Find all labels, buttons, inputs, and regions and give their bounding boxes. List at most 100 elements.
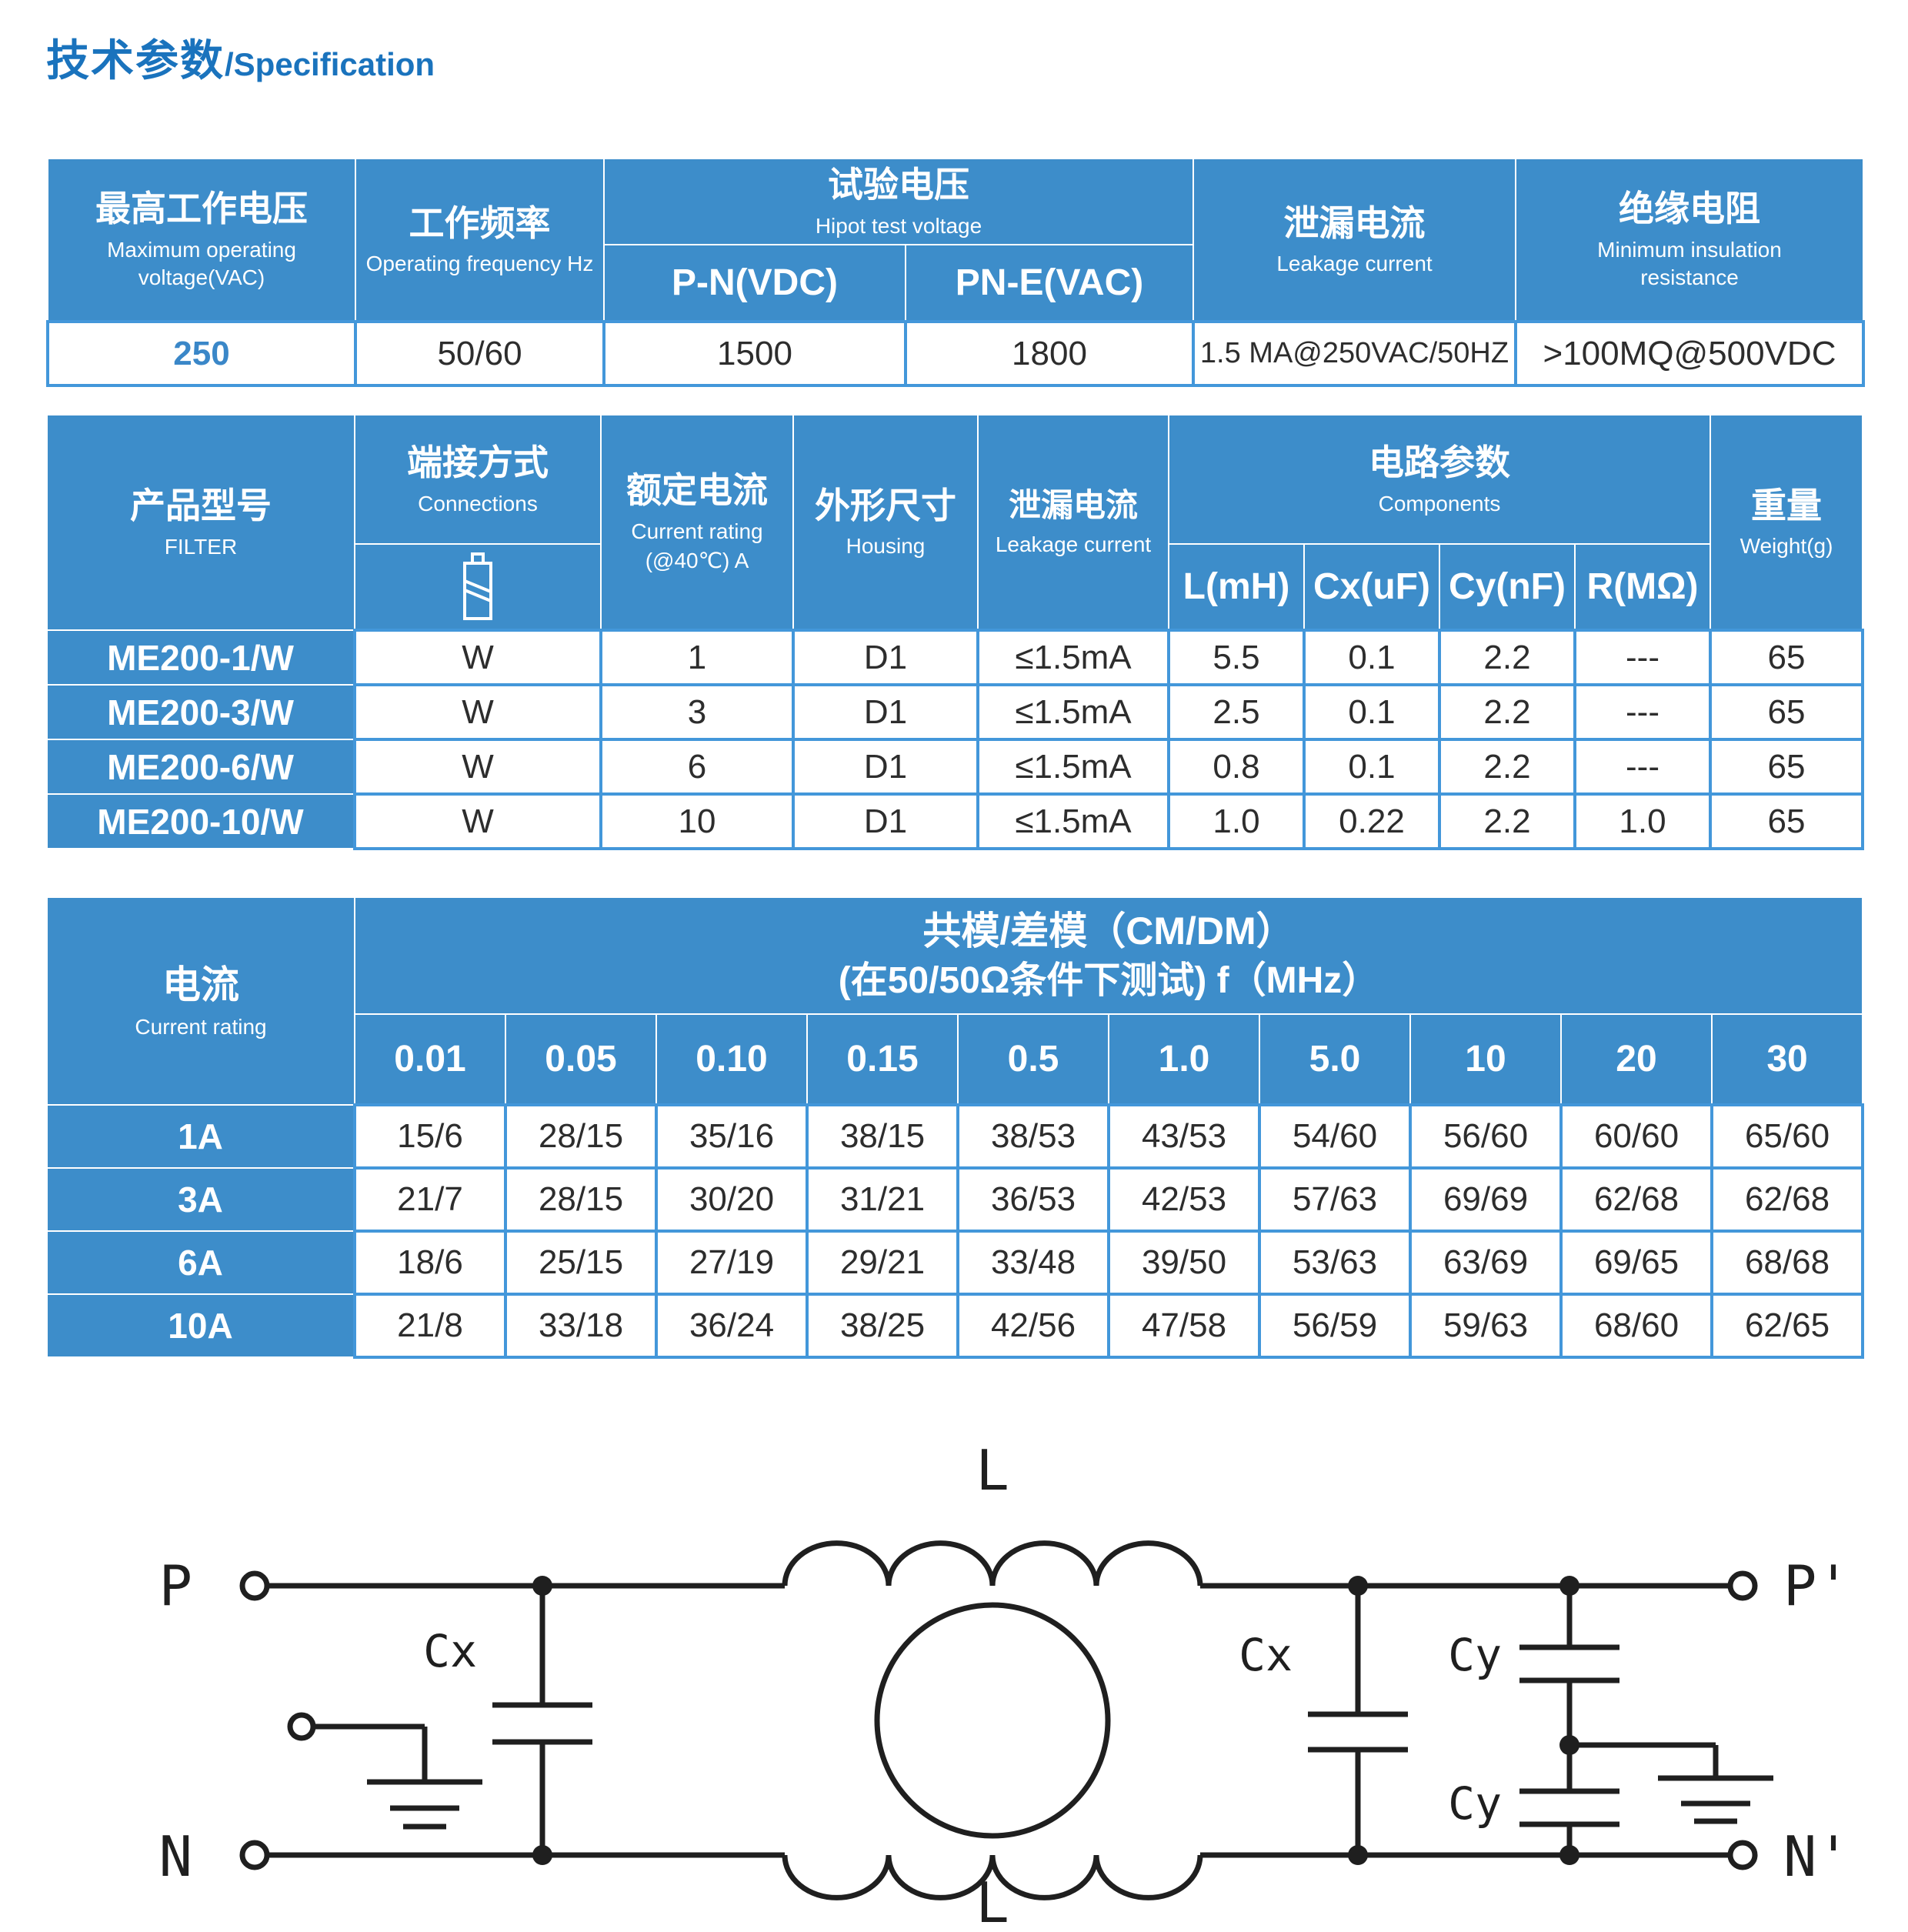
conn-cell: W [353,792,602,850]
value-pne-vac: 1800 [904,320,1195,387]
l-cell: 2.5 [1167,683,1306,741]
inductor-top-coil [782,1540,1203,1587]
atten-cell: 56/59 [1258,1293,1412,1359]
r-cell: --- [1573,629,1712,686]
atten-cell: 31/21 [806,1166,959,1233]
table-row: ME200-1/W W 1 D1 ≤1.5mA 5.5 0.1 2.2 --- … [46,629,1864,686]
cy-cell: 2.2 [1438,792,1576,850]
atten-cell: 62/65 [1710,1293,1865,1359]
terminal-p [239,1570,270,1601]
header-pn-vdc: P-N(VDC) [603,244,906,322]
current-label: 10A [46,1293,355,1358]
atten-cell: 54/60 [1258,1103,1412,1170]
freq-header-cell: 30 [1710,1013,1864,1106]
table-row: ME200-6/W W 6 D1 ≤1.5mA 0.8 0.1 2.2 --- … [46,738,1864,796]
page-title-zh: 技术参数 [46,36,225,85]
atten-cell: 69/69 [1409,1166,1563,1233]
label-p: P [159,1553,192,1618]
atten-cell: 60/60 [1559,1103,1713,1170]
inductor-bottom-coil [782,1854,1203,1900]
atten-cell: 42/53 [1107,1166,1261,1233]
header-current-rating: 额定电流 Current rating (@40℃) A [600,414,794,631]
atten-cell: 47/58 [1107,1293,1261,1359]
r-cell: 1.0 [1573,792,1712,850]
header-hipot: 试验电压 Hipot test voltage [603,158,1194,245]
atten-cell: 25/15 [504,1230,658,1296]
table-row: ME200-10/W W 10 D1 ≤1.5mA 1.0 0.22 2.2 1… [46,792,1864,850]
atten-cell: 59/63 [1409,1293,1563,1359]
header-current-rating-en2: (@40℃) A [645,549,749,573]
leakage-cell: ≤1.5mA [976,683,1170,741]
l-cell: 5.5 [1167,629,1306,686]
ground-left [287,1712,482,1830]
header-model: 产品型号 FILTER [46,414,355,631]
terminal-n [239,1840,270,1870]
header-weight-zh: 重量 [1751,485,1822,526]
atten-cell: 28/15 [504,1166,658,1233]
table-row: 10A 21/8 33/18 36/24 38/25 42/56 47/58 5… [46,1293,1865,1359]
atten-cell: 21/8 [353,1293,507,1359]
label-cx-right: Cx [1239,1629,1293,1681]
model-cell: ME200-6/W [46,739,355,795]
capacitor-cx-left [492,1576,592,1865]
housing-cell: D1 [792,629,979,686]
header-cm-dm-line2: (在50/50Ω条件下测试) f（MHz） [838,960,1379,1002]
current-label: 6A [46,1230,355,1295]
header-leakage2-zh: 泄漏电流 [1008,487,1138,524]
rating-cell: 6 [599,738,795,796]
model-cell: ME200-3/W [46,684,355,740]
label-cx-left: Cx [423,1625,477,1677]
leakage-cell: ≤1.5mA [976,792,1170,850]
header-current-zh: 电流 [162,963,239,1006]
conn-cell: W [353,738,602,796]
housing-cell: D1 [792,792,979,850]
header-max-voltage-en: Maximum operating voltage(VAC) [107,237,296,290]
l-cell: 0.8 [1167,738,1306,796]
atten-cell: 33/18 [504,1293,658,1359]
header-sub-cx: Cx(uF) [1303,543,1440,631]
freq-header-cell: 5.0 [1259,1013,1411,1106]
header-current-en: Current rating [135,1015,267,1039]
header-components-zh: 电路参数 [1369,442,1510,483]
header-insulation-zh: 绝缘电阻 [1619,189,1760,229]
header-connections-icon-cell [354,543,602,631]
label-l-bottom: L [976,1870,1009,1927]
current-label: 1A [46,1104,355,1169]
filter-circuit-schematic: P N P' N' L L Cx Cx Cy Cy [159,1438,1850,1932]
atten-cell: 36/53 [956,1166,1110,1233]
conn-cell: W [353,629,602,686]
weight-cell: 65 [1709,738,1864,796]
header-weight: 重量 Weight(g) [1710,414,1863,631]
weight-cell: 65 [1709,629,1864,686]
header-sub-cy: Cy(nF) [1439,543,1576,631]
value-op-freq: 50/60 [354,320,605,387]
atten-cell: 57/63 [1258,1166,1412,1233]
atten-cell: 68/68 [1710,1230,1865,1296]
label-n-out: N' [1783,1824,1850,1889]
header-leakage2: 泄漏电流 Leakage current [977,414,1169,631]
header-weight-en: Weight(g) [1740,534,1833,559]
header-model-en: FILTER [164,534,238,559]
ground-right [1569,1742,1773,1824]
atten-cell: 63/69 [1409,1230,1563,1296]
atten-cell: 69/65 [1559,1230,1713,1296]
header-max-voltage-zh: 最高工作电压 [95,189,308,229]
l-cell: 1.0 [1167,792,1306,850]
atten-cell: 62/68 [1710,1166,1865,1233]
cx-cell: 0.1 [1303,683,1441,741]
atten-cell: 35/16 [655,1103,809,1170]
model-cell: ME200-1/W [46,629,355,686]
cy-cell: 2.2 [1438,683,1576,741]
header-max-voltage: 最高工作电压 Maximum operating voltage(VAC) [47,158,356,322]
page-title-en: /Specification [225,46,435,82]
circuit-diagram-section: P N P' N' L L Cx Cx Cy Cy [0,1397,1908,1932]
header-op-freq: 工作频率 Operating frequency Hz [355,158,605,322]
header-current-rating-en1: Current rating [631,519,763,543]
header-leakage: 泄漏电流 Leakage current [1192,158,1516,322]
leakage-cell: ≤1.5mA [976,738,1170,796]
header-housing: 外形尺寸 Housing [792,414,979,631]
atten-cell: 28/15 [504,1103,658,1170]
atten-cell: 36/24 [655,1293,809,1359]
header-cm-dm: 共模/差模（CM/DM） (在50/50Ω条件下测试) f（MHz） [353,896,1864,1015]
atten-cell: 62/68 [1559,1166,1713,1233]
